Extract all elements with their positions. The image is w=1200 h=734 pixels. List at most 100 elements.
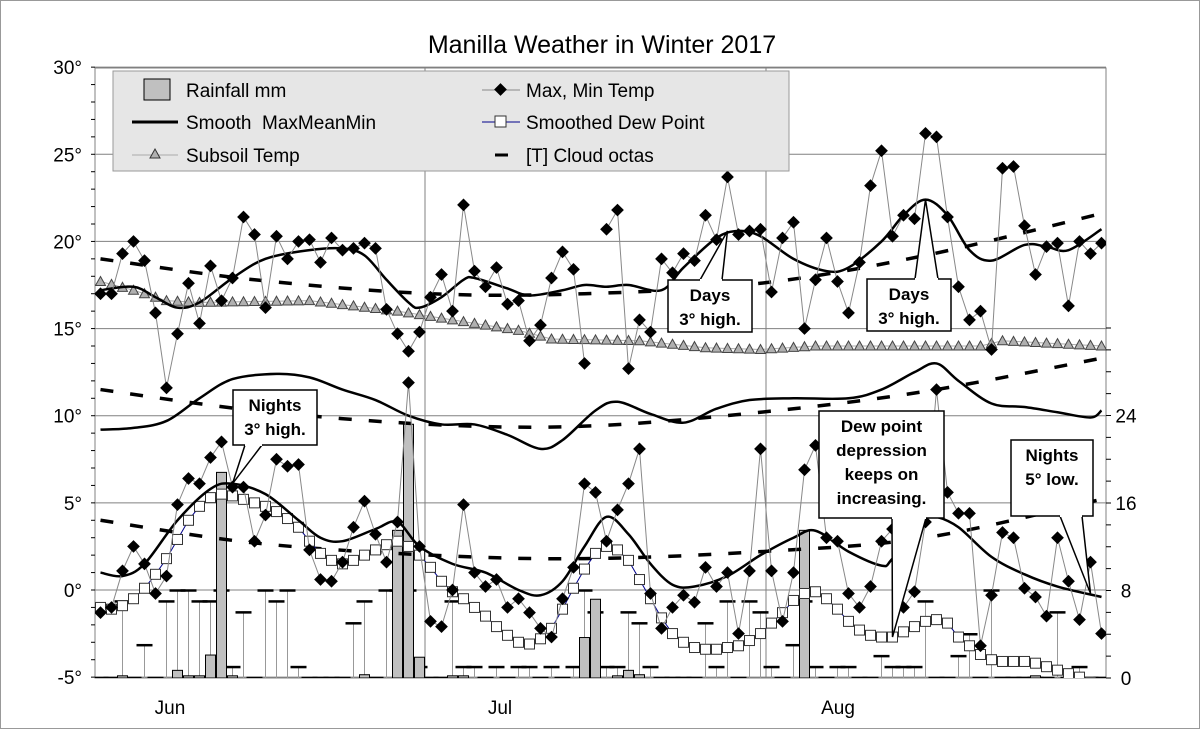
legend-triangle-icon [149,147,161,159]
dew-point-marker [711,643,722,655]
min-temp-point [171,498,184,511]
subsoil-point [875,339,888,351]
subsoil-point [622,334,635,346]
subsoil-point [435,312,448,323]
legend-rain: Rainfall mm [186,81,286,102]
rain-bar [359,674,370,678]
dew-point-marker [172,533,183,545]
y-tick-label: -5° [58,668,83,689]
subsoil-point [633,334,646,346]
subsoil-point [1084,339,1097,350]
max-temp-point [380,303,393,316]
max-temp-point [270,229,283,243]
dew-point-marker [568,582,579,594]
min-temp-point [226,480,239,494]
min-temp-point [215,435,228,449]
min-temp-point [270,452,283,466]
smooth-mean-curve [100,361,1103,451]
dew-point-marker [502,629,513,641]
subsoil-point [358,301,371,312]
min-temp-point [457,498,470,511]
max-temp-point [160,381,173,395]
subsoil-point [270,295,283,306]
dew-point-marker [1052,664,1063,676]
callout-box [667,279,753,333]
dew-point-marker [513,636,524,648]
max-temp-point [171,327,184,341]
subsoil-point [600,334,613,345]
x-month-label: Aug [821,698,855,719]
max-temp-point [303,233,316,247]
dew-point-marker [579,563,590,575]
rain-bar [216,471,227,678]
y-tick-label: 30° [53,58,82,79]
dew-point-marker [733,640,744,652]
callout-box [818,410,945,519]
subsoil-point [336,298,349,310]
dew-point-marker [326,554,337,566]
subsoil-point [941,339,954,351]
subsoil-point [974,339,987,351]
subsoil-point [413,308,426,320]
dew-point-marker [964,640,975,652]
dew-point-marker [458,593,469,605]
dew-point-marker [689,642,700,654]
subsoil-point [325,297,338,308]
callout-text: Nights [1026,446,1079,465]
callout-nights2: Nights 5° low. [1010,439,1094,594]
subsoil-point [171,295,184,306]
y2-tick-label: 16 [1115,494,1136,515]
dew-point-marker [634,574,645,586]
subsoil-point [127,284,140,295]
rain-bar [579,637,590,678]
max-temp-point [281,252,294,266]
min-temp-point [182,472,195,485]
subsoil-point [853,339,866,351]
dew-point-marker [986,654,997,666]
x-month-label: Jul [488,698,512,719]
rain-bar [799,529,810,678]
dew-point-marker [183,514,194,526]
rain-bar [117,675,128,678]
max-temp-point [215,294,228,308]
dew-point-marker [359,549,370,561]
subsoil-point [490,320,503,332]
dew-point-marker [799,587,810,599]
y2-tick-label: 24 [1115,407,1137,428]
dew-point-marker [722,642,733,654]
callout-text: 5° low. [1025,470,1078,489]
max-temp-point [336,243,349,257]
callout-dew: Dew point depression keeps on increasing. [818,410,945,638]
max-temp-point [446,304,459,318]
callout-text: 3° high. [679,310,741,329]
legend-maxmin: Max, Min Temp [526,81,654,102]
min-temp-point [358,494,371,508]
x-axis: Jun Jul Aug [155,698,855,719]
dew-point-marker [678,636,689,648]
max-temp-point [468,264,481,278]
subsoil-point [589,333,602,345]
subsoil-point [1062,338,1075,349]
subsoil-point [204,296,217,307]
max-temp-point [226,271,239,285]
dew-point-marker [139,582,150,594]
subsoil-point [908,339,921,351]
plot-layer [95,127,1106,678]
rain-bar [172,669,183,678]
callout-text: Dew point [841,417,923,436]
subsoil-point [534,330,547,341]
dew-point-marker [1041,661,1052,673]
dew-point-marker [315,547,326,559]
y-tick-label: 15° [53,320,82,341]
subsoil-point [644,335,657,347]
callout-box [232,389,318,446]
subsoil-point [1018,335,1031,347]
min-temp-point [193,477,206,491]
dew-point-marker [205,492,216,504]
max-temp-point [127,235,140,248]
callout-nights1: Nights 3° high. [231,389,318,485]
subsoil-point [457,315,470,327]
dew-point-marker [920,615,931,627]
rain-bar [623,669,634,678]
max-temp-point [402,344,415,358]
